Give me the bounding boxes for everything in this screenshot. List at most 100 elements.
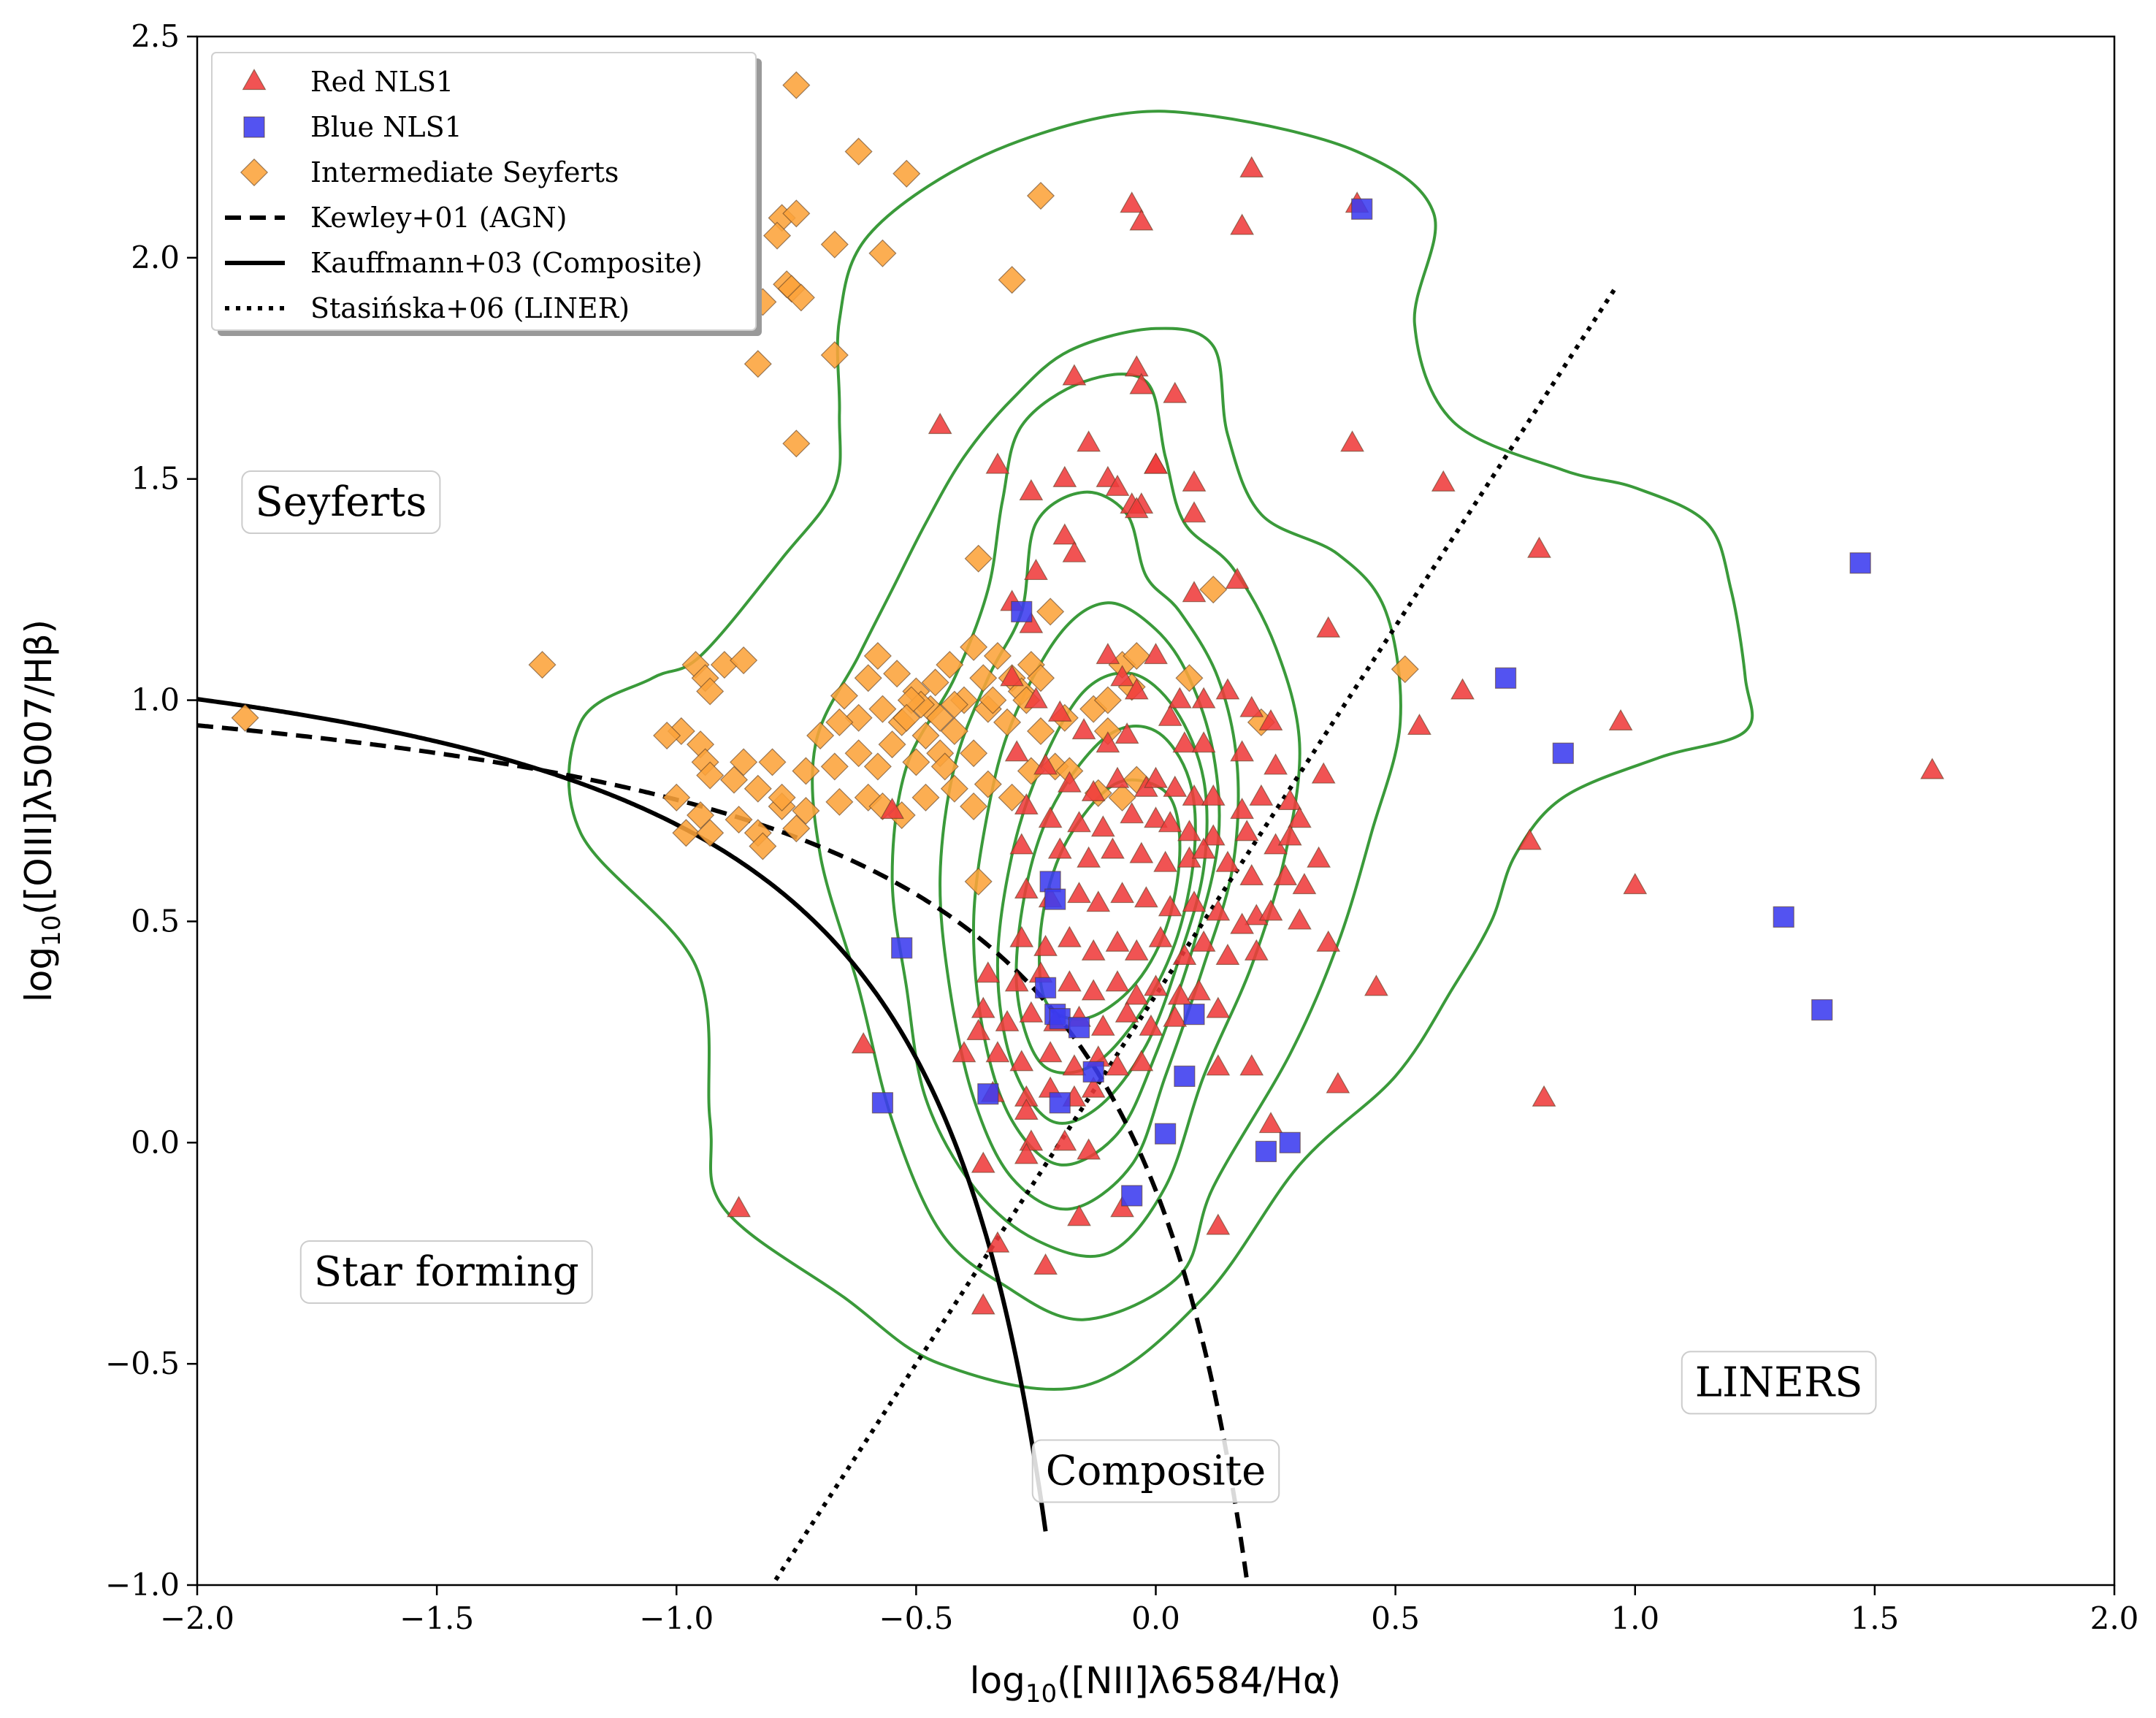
triangle-point	[1019, 478, 1044, 500]
diamond-point	[763, 221, 792, 250]
triangle-point	[1148, 925, 1173, 947]
y-tick-label: 1.0	[131, 682, 180, 718]
triangle-point	[1230, 740, 1255, 762]
square-point	[1811, 999, 1833, 1021]
triangle-point	[1264, 753, 1288, 775]
x-tick-label: 1.5	[1850, 1600, 1899, 1636]
triangle-point	[1105, 970, 1130, 992]
density-contour	[567, 110, 1754, 1391]
triangle-point	[1623, 872, 1648, 895]
triangle-point	[1124, 497, 1149, 519]
triangle-point	[727, 1196, 751, 1218]
diamond-point	[820, 752, 849, 781]
diamond-point	[854, 664, 882, 692]
triangle-point	[1004, 740, 1029, 762]
y-tick-label: 2.5	[131, 18, 180, 54]
square-point	[977, 1083, 999, 1105]
triangle-point	[1167, 687, 1192, 709]
triangle-point	[1187, 979, 1211, 1001]
diamond-point	[960, 792, 988, 820]
square-point	[1082, 1061, 1104, 1083]
triangle-point	[1144, 642, 1168, 665]
triangle-point	[1177, 820, 1201, 841]
triangle-point	[1096, 731, 1120, 753]
diamond-point	[960, 739, 988, 768]
triangle-point	[1407, 713, 1431, 736]
legend-label: Stasińska+06 (LINER)	[310, 292, 630, 324]
region-label-text: Star forming	[314, 1248, 579, 1296]
diamond-point	[1108, 783, 1136, 812]
triangle-point	[1215, 678, 1240, 700]
square-point	[1011, 600, 1033, 623]
stasinska06-line	[769, 286, 1618, 1585]
y-tick-label: 0.0	[131, 1124, 180, 1160]
diamond-point	[825, 787, 854, 816]
diamond-point	[725, 806, 753, 834]
triangle-point	[1287, 806, 1312, 828]
triangle-point	[1172, 943, 1197, 965]
square-point	[1121, 1185, 1143, 1207]
triangle-point	[1191, 930, 1216, 952]
diamond-point	[930, 752, 959, 781]
y-tick-label: 2.0	[131, 240, 180, 275]
triangle-point	[1144, 974, 1168, 996]
square-point	[1044, 888, 1066, 910]
triangle-point	[1239, 1054, 1264, 1076]
region-label-box	[1681, 1351, 1877, 1415]
legend-label: Intermediate Seyferts	[310, 156, 619, 188]
x-axis-label: log10([NII]λ6584/Hα)	[970, 1660, 1342, 1709]
legend-label: Kewley+01 (AGN)	[310, 202, 567, 234]
legend-box	[211, 52, 757, 331]
triangle-point	[1273, 863, 1298, 885]
triangle-point	[1110, 665, 1134, 687]
diamond-point	[231, 703, 259, 732]
triangle-point	[1009, 1050, 1034, 1072]
diamond-point	[787, 283, 815, 312]
y-axis-label: log10([OIII]λ5007/Hβ)	[18, 619, 66, 1002]
triangle-point	[1287, 908, 1312, 930]
triangle-point	[1033, 1253, 1058, 1275]
diamond-point	[672, 819, 700, 847]
diamond-point	[1026, 717, 1055, 746]
triangle-point	[1182, 501, 1207, 523]
region-label-text: Seyferts	[255, 478, 427, 526]
density-contour	[995, 671, 1209, 1125]
square-point	[1351, 198, 1373, 220]
diamond-point	[892, 703, 921, 732]
region-label-text: Composite	[1046, 1448, 1266, 1495]
y-tick-label: −1.0	[105, 1567, 180, 1603]
triangle-point	[1230, 912, 1255, 934]
legend-label: Kauffmann+03 (Composite)	[310, 247, 703, 279]
square-point	[1849, 552, 1871, 574]
diamond-point	[940, 690, 968, 719]
triangle-point	[1163, 381, 1188, 403]
diamond-point	[1026, 182, 1055, 210]
triangle-point	[1163, 1005, 1188, 1027]
diamond-point	[998, 783, 1026, 812]
triangle-point	[966, 1018, 991, 1040]
region-label: LINERS	[1681, 1351, 1877, 1415]
diamond-point	[1175, 664, 1204, 692]
triangle-point	[1090, 1014, 1115, 1036]
triangle-point	[1144, 452, 1168, 474]
triangle-point	[1206, 1054, 1231, 1076]
density-contours	[567, 110, 1754, 1391]
diamond-point	[743, 774, 772, 803]
triangle-point	[971, 1151, 995, 1173]
triangle-point	[1163, 775, 1188, 797]
diamond-point	[820, 341, 849, 370]
region-label: Composite	[1031, 1439, 1280, 1503]
triangle-point	[1014, 1098, 1039, 1120]
triangle-point	[1105, 930, 1130, 952]
diamond-point	[940, 717, 968, 746]
triangle-point	[851, 1032, 876, 1054]
triangle-point	[1096, 465, 1120, 487]
triangle-point	[1230, 213, 1255, 235]
triangle-point	[1033, 934, 1058, 956]
triangle-point	[1201, 784, 1226, 806]
diamond-point	[782, 199, 811, 228]
triangle-point	[1019, 1001, 1044, 1023]
triangle-point	[1009, 925, 1034, 947]
x-axis-ticks: −2.0 −1.5 −1.0 −0.5 0.0 0.5 1.0 1.5 2.0	[160, 1585, 2138, 1636]
